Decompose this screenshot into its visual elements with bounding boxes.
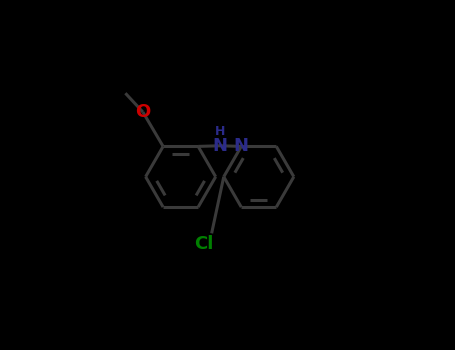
Text: N: N <box>213 137 228 155</box>
Text: O: O <box>135 103 151 121</box>
Text: N: N <box>234 138 249 155</box>
Text: Cl: Cl <box>194 235 213 253</box>
Text: H: H <box>215 125 225 138</box>
